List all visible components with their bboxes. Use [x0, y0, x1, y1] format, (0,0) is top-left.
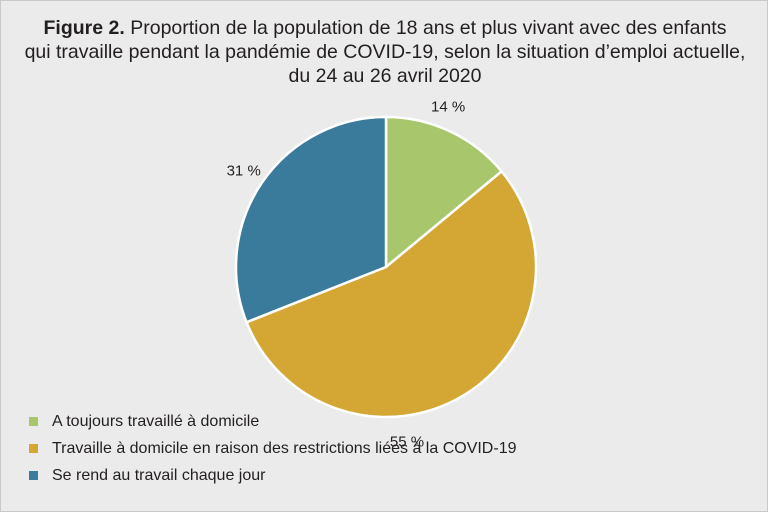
legend-swatch [29, 471, 38, 480]
pie-slice [234, 115, 388, 324]
chart-title: Figure 2. Proportion de la population de… [21, 16, 749, 88]
chart-title-line-1: Figure 2. Proportion de la population de… [21, 16, 749, 40]
legend-item: Se rend au travail chaque jour [29, 462, 516, 489]
legend-item: Travaille à domicile en raison des restr… [29, 435, 516, 462]
legend-label: A toujours travaillé à domicile [52, 412, 260, 430]
legend: A toujours travaillé à domicile Travaill… [29, 408, 516, 489]
pie-slice [384, 115, 503, 269]
legend-label: Se rend au travail chaque jour [52, 466, 266, 484]
slice-value-label: 55 % [390, 434, 424, 451]
slice-value-label: 31 % [227, 162, 261, 179]
chart-title-line-3: du 24 au 26 avril 2020 [288, 65, 482, 87]
figure-number: Figure 2. [43, 17, 125, 39]
legend-item: A toujours travaillé à domicile [29, 408, 516, 435]
legend-label: Travaille à domicile en raison des restr… [52, 439, 517, 457]
legend-swatch [29, 417, 38, 426]
chart-title-text-1: Proportion de la population de 18 ans et… [130, 17, 727, 39]
legend-swatch [29, 444, 38, 453]
chart-title-line-2: qui travaille pendant la pandémie de COV… [24, 41, 746, 63]
slice-value-label: 14 % [431, 99, 465, 116]
pie-slice [245, 170, 538, 419]
